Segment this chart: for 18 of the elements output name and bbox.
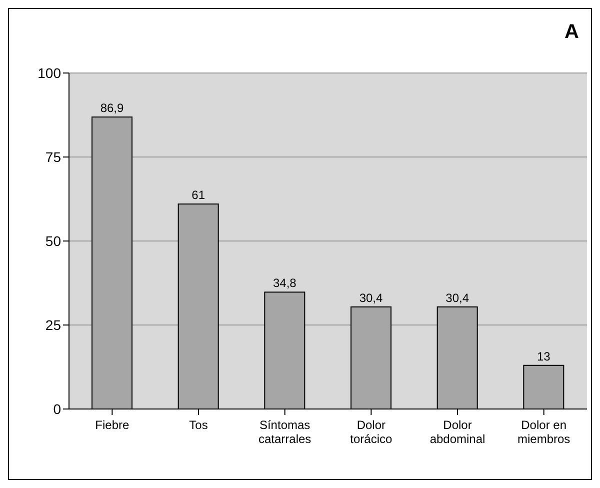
chart-title: A xyxy=(564,21,579,44)
x-tick-label: Dolor torácico xyxy=(350,418,392,446)
y-tick-label: 25 xyxy=(45,316,62,333)
data-label: 34,8 xyxy=(272,276,297,290)
x-tick-label: Tos xyxy=(189,418,208,432)
x-tick-label: Dolor en miembros xyxy=(517,418,570,446)
y-tick-label: 100 xyxy=(38,64,62,81)
x-tick-label: Síntomas catarrales xyxy=(258,418,312,446)
data-label: 86,9 xyxy=(100,101,124,116)
y-tick-label: 0 xyxy=(53,400,62,417)
x-tick-label: Dolor abdominal xyxy=(430,418,486,446)
y-tick-label: 75 xyxy=(45,148,62,165)
data-label: 30,4 xyxy=(446,290,470,305)
data-label: 30,4 xyxy=(359,290,383,305)
x-tick-label: Fiebre xyxy=(95,418,130,432)
data-label: 13 xyxy=(536,349,551,364)
y-tick-label: 50 xyxy=(45,232,62,249)
data-label: 61 xyxy=(192,188,206,202)
